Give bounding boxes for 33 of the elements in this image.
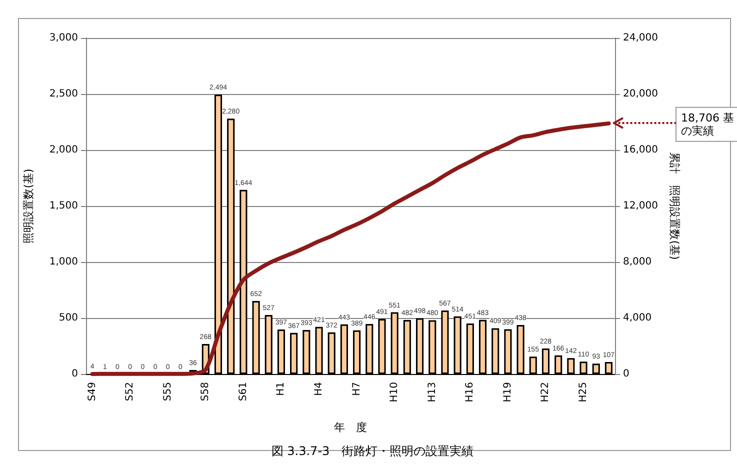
x-tick-label: S52 (124, 382, 136, 402)
y-tick-label: 0 (72, 368, 78, 380)
y-tick-label: 2,500 (49, 88, 78, 100)
y-tick-label: 1,500 (49, 200, 78, 212)
y2-tick-label: 8,000 (623, 256, 652, 268)
y2-axis-title: 累計 照明設置数(基) (668, 152, 681, 260)
text: 18,706 基の実績 (681, 111, 734, 138)
x-tick-label: H22 (540, 382, 552, 402)
x-tick-label: H25 (578, 382, 590, 402)
y-tick-label: 500 (58, 312, 78, 324)
x-tick-label: H4 (314, 382, 325, 396)
y2-tick-label: 16,000 (623, 144, 658, 156)
y2-tick-label: 24,000 (623, 32, 658, 44)
x-tick-label: H13 (426, 382, 438, 402)
y2-tick-label: 12,000 (623, 200, 658, 212)
y-axis-title: 照明設置数(基) (22, 168, 35, 244)
y2-tick-label: 20,000 (623, 88, 658, 100)
y2-tick-label: 4,000 (623, 312, 652, 324)
y2-tick-label: 0 (623, 368, 630, 380)
x-tick-label: H19 (502, 382, 514, 402)
text: 図 3.3.7-3 街路灯・照明の設置実績 (271, 444, 474, 458)
x-axis-title: 年 度 (334, 421, 367, 434)
x-tick-label: H16 (464, 382, 476, 402)
x-tick-label: H1 (276, 382, 287, 396)
x-tick-label: H10 (389, 382, 400, 402)
y-tick-label: 2,000 (49, 144, 78, 156)
y-tick-label: 3,000 (49, 32, 78, 44)
y-tick-label: 1,000 (49, 256, 78, 268)
x-tick-label: H7 (351, 382, 362, 396)
x-tick-label: S61 (238, 382, 249, 402)
x-tick-label: S49 (86, 382, 98, 402)
x-tick-label: S55 (162, 382, 174, 402)
x-tick-label: S58 (200, 382, 212, 402)
